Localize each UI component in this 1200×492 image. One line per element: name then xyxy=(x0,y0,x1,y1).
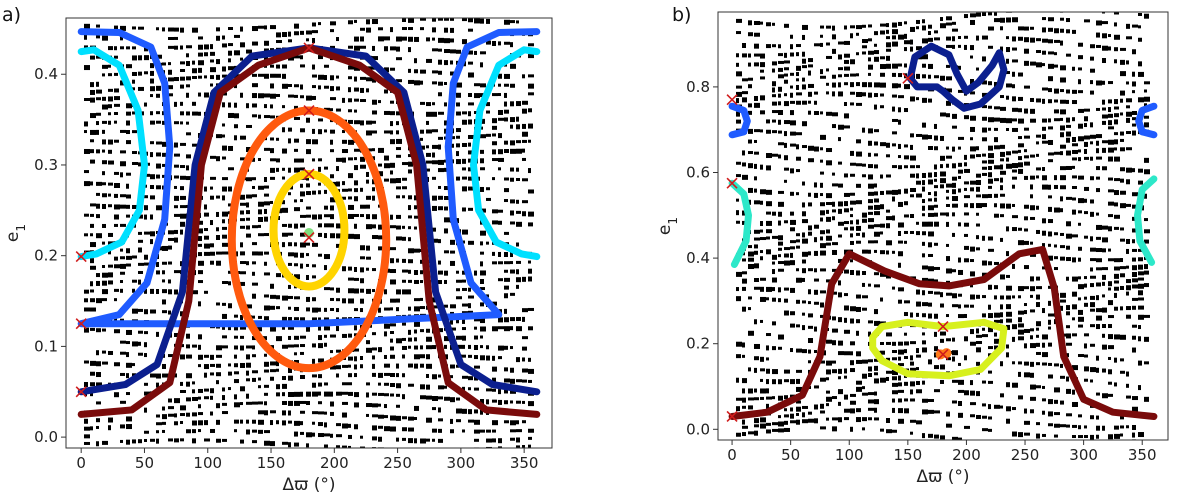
series-1 xyxy=(470,46,541,261)
x-axis-label: Δϖ (°) xyxy=(916,467,969,487)
panel-b-label: b) xyxy=(672,4,692,26)
x-marker-0 xyxy=(726,94,738,106)
x-tick-label-1: 50 xyxy=(135,454,154,472)
phase-portrait-b: 0 50 100 150 200 250 300 350 0.0 0.2 0.4 0.6 0.8 Δϖ (… xyxy=(655,11,1169,487)
x-tick-label-1: 50 xyxy=(781,446,800,464)
x-tick-label-6: 300 xyxy=(447,454,476,472)
series-2 xyxy=(1135,102,1158,139)
series-1 xyxy=(728,102,751,139)
x-tick-label-2: 100 xyxy=(835,446,864,464)
y-tick-label-4: 0.4 xyxy=(34,65,58,83)
x-marker-2 xyxy=(75,386,87,398)
y-tick-label-3: 0.6 xyxy=(686,164,710,182)
y-tick-label-3: 0.3 xyxy=(34,156,58,174)
x-marker-1 xyxy=(726,177,738,189)
series-3 xyxy=(728,179,752,268)
series-4 xyxy=(1134,175,1158,266)
y-tick-label-4: 0.8 xyxy=(686,78,710,96)
x-marker-3 xyxy=(303,42,315,54)
x-tick-label-0: 0 xyxy=(76,454,86,472)
y-tick-label-2: 0.4 xyxy=(686,249,710,267)
x-tick-label-7: 350 xyxy=(510,454,539,472)
x-marker-1 xyxy=(75,318,87,330)
x-marker-0 xyxy=(75,251,87,263)
dot-1 xyxy=(941,348,952,359)
x-marker-5 xyxy=(303,168,315,180)
y-tick-label-0: 0.0 xyxy=(686,420,710,438)
y-axis-label: e1 xyxy=(655,217,680,235)
x-marker-4 xyxy=(303,104,315,117)
x-marker-5 xyxy=(937,348,949,360)
series-5 xyxy=(728,246,1158,420)
series-6 xyxy=(869,318,1008,380)
phase-portrait-a: 0 50 100 150 200 250 300 350 0.0 0.1 0.2 0.3 0.4 Δϖ (… xyxy=(3,17,553,492)
panel-a-label: a) xyxy=(2,4,22,26)
series-0 xyxy=(906,42,1008,112)
x-tick-label-6: 300 xyxy=(1069,446,1098,464)
y-tick-label-1: 0.1 xyxy=(34,337,58,355)
series-group xyxy=(77,28,541,418)
x-tick-label-0: 0 xyxy=(727,446,737,464)
x-tick-label-2: 100 xyxy=(193,454,222,472)
y-tick-label-2: 0.2 xyxy=(34,247,58,265)
x-marker-4 xyxy=(937,321,949,333)
x-marker-3 xyxy=(902,72,914,84)
y-tick-label-0: 0.0 xyxy=(34,428,58,446)
x-tick-label-3: 150 xyxy=(257,454,286,472)
x-marker-6 xyxy=(303,231,315,244)
panel-a: a) 0 50 100 150 200 250 300 350 0.0 0.1 0.2 0.3 0.4 Δ… xyxy=(2,4,553,492)
series-2 xyxy=(77,28,541,328)
background-scatter xyxy=(736,12,1150,440)
x-tick-label-5: 250 xyxy=(383,454,412,472)
series-0 xyxy=(77,46,148,261)
series-group xyxy=(728,42,1158,420)
x-tick-label-3: 150 xyxy=(894,446,923,464)
x-tick-label-7: 350 xyxy=(1128,446,1157,464)
x-marker-2 xyxy=(726,410,738,423)
panel-b: b) 0 50 100 150 200 250 300 350 0.0 0.2 0.4 0.6 0.8 Δ… xyxy=(600,0,1200,492)
x-tick-label-4: 200 xyxy=(320,454,349,472)
x-tick-label-4: 200 xyxy=(952,446,981,464)
y-tick-label-1: 0.2 xyxy=(686,335,710,353)
plot-frame xyxy=(65,17,553,449)
x-tick-label-5: 250 xyxy=(1011,446,1040,464)
x-axis-label: Δϖ (°) xyxy=(282,475,335,492)
y-axis-label: e1 xyxy=(3,224,28,242)
plot-frame xyxy=(717,11,1169,441)
